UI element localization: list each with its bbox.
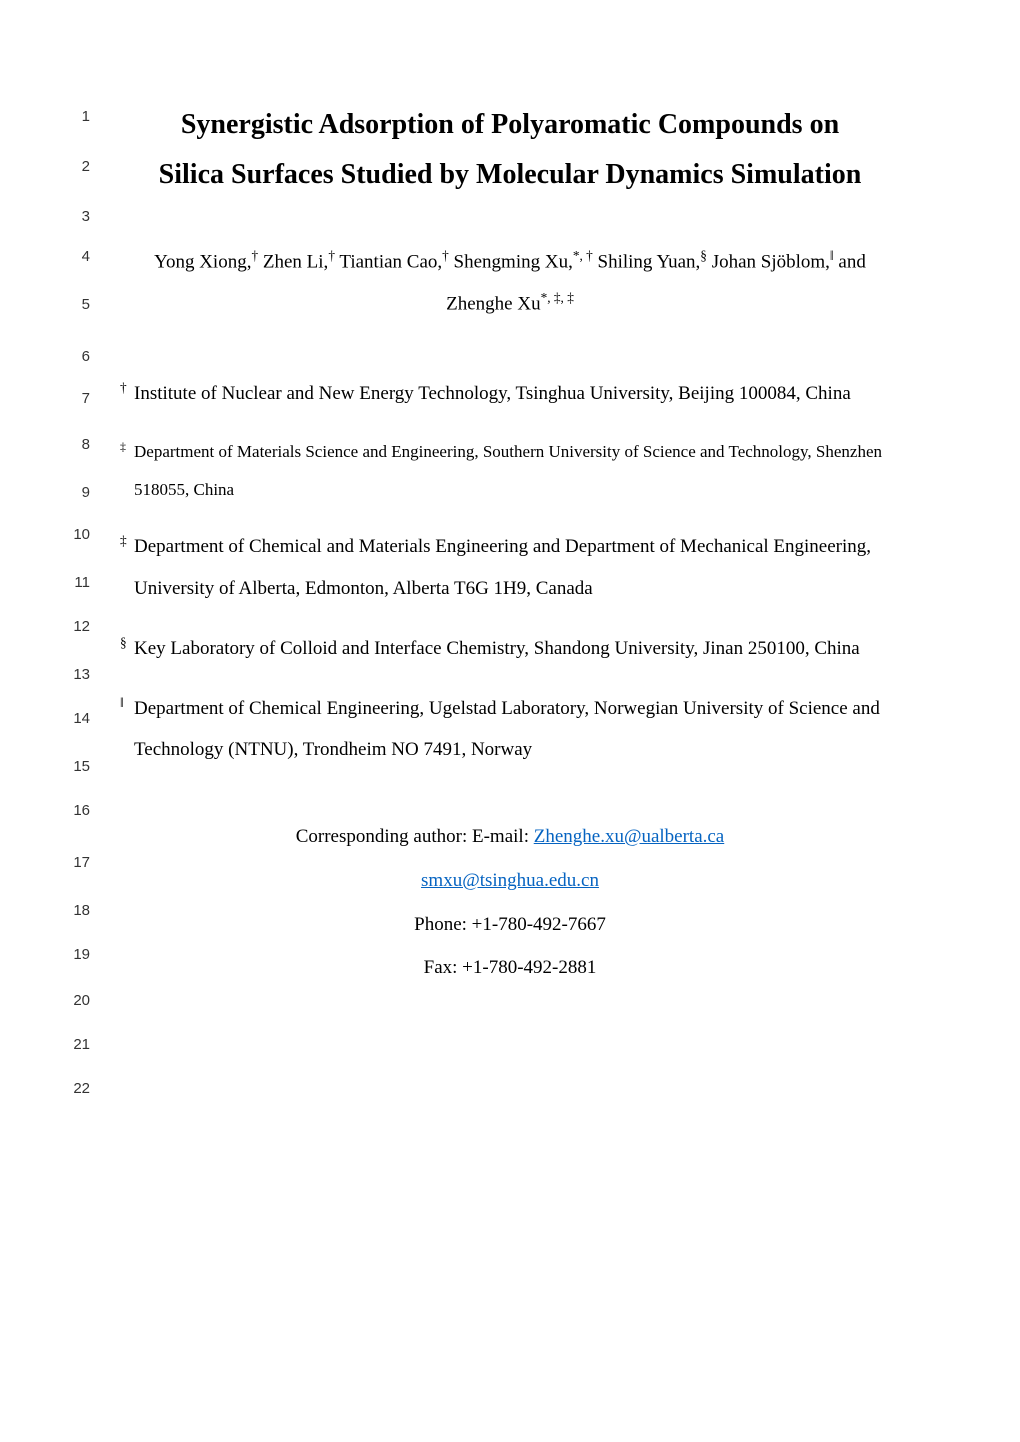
line-number: 4 (60, 248, 90, 265)
spacer (120, 508, 900, 526)
affiliation-text: Department of Materials Science and Engi… (134, 433, 900, 508)
line-number: 19 (60, 946, 90, 963)
affil-marker: § (700, 248, 707, 263)
phone-label: Phone: (414, 914, 472, 935)
affiliation-text: Department of Chemical Engineering, Ugel… (134, 688, 900, 772)
author-name: Yong Xiong, (154, 251, 251, 272)
page-content: Synergistic Adsorption of Polyaromatic C… (120, 100, 900, 990)
line-number: 1 (60, 108, 90, 125)
spacer (120, 670, 900, 688)
affiliation-4: § Key Laboratory of Colloid and Interfac… (120, 628, 900, 670)
affiliation-text: Key Laboratory of Colloid and Interface … (134, 628, 900, 670)
corresponding-block: Corresponding author: E-mail: Zhenghe.xu… (120, 815, 900, 990)
line-number: 14 (60, 710, 90, 727)
line-number: 2 (60, 158, 90, 175)
corresponding-email-2[interactable]: smxu@tsinghua.edu.cn (421, 870, 599, 891)
line-number: 10 (60, 526, 90, 543)
author-list: Yong Xiong,† Zhen Li,† Tiantian Cao,† Sh… (120, 241, 900, 325)
line-number: 5 (60, 296, 90, 313)
title-line-1: Synergistic Adsorption of Polyaromatic C… (181, 109, 839, 140)
affiliation-1: † Institute of Nuclear and New Energy Te… (120, 373, 900, 415)
line-number: 3 (60, 208, 90, 225)
line-number: 22 (60, 1080, 90, 1097)
spacer (120, 610, 900, 628)
spacer (120, 415, 900, 433)
line-number: 6 (60, 348, 90, 365)
affil-marker: † (442, 248, 449, 263)
line-number: 15 (60, 758, 90, 775)
corresponding-label: Corresponding author: E-mail: (296, 826, 534, 847)
author-name: Shiling Yuan, (598, 251, 701, 272)
author-name: Shengming Xu, (454, 251, 573, 272)
affiliation-text: Institute of Nuclear and New Energy Tech… (134, 373, 900, 415)
fax-label: Fax: (424, 957, 463, 978)
author-name: Tiantian Cao, (339, 251, 442, 272)
line-number: 16 (60, 802, 90, 819)
affil-marker: ‡ (120, 533, 127, 548)
affil-marker: *, ‡, ‡ (541, 290, 574, 305)
author-name: Johan Sjöblom, (712, 251, 830, 272)
affil-marker: ‡ (120, 440, 126, 454)
phone-number: +1-780-492-7667 (472, 914, 606, 935)
line-number: 11 (60, 574, 90, 591)
affiliation-5: ǁ Department of Chemical Engineering, Ug… (120, 688, 900, 772)
manuscript-page: 1 2 3 4 5 6 7 8 9 10 11 12 13 14 15 16 1… (0, 0, 1020, 1442)
spacer (120, 325, 900, 373)
line-number: 18 (60, 902, 90, 919)
affil-marker: ǁ (120, 695, 124, 710)
affil-marker: † (120, 380, 127, 395)
affil-marker: *, † (573, 248, 593, 263)
affil-marker: § (120, 635, 127, 650)
paper-title: Synergistic Adsorption of Polyaromatic C… (120, 100, 900, 201)
spacer (120, 771, 900, 815)
affil-marker: † (328, 248, 335, 263)
affiliation-2: ‡ Department of Materials Science and En… (120, 433, 900, 508)
title-line-2: Silica Surfaces Studied by Molecular Dyn… (159, 159, 862, 190)
fax-number: +1-780-492-2881 (462, 957, 596, 978)
line-number: 20 (60, 992, 90, 1009)
author-conjunction: and (834, 251, 866, 272)
author-name: Zhenghe Xu (446, 293, 540, 314)
line-number: 9 (60, 484, 90, 501)
line-number: 8 (60, 436, 90, 453)
line-number: 21 (60, 1036, 90, 1053)
line-number: 13 (60, 666, 90, 683)
author-name: Zhen Li, (263, 251, 328, 272)
line-number: 7 (60, 390, 90, 407)
affiliation-3: ‡ Department of Chemical and Materials E… (120, 526, 900, 610)
line-number: 17 (60, 854, 90, 871)
affiliation-text: Department of Chemical and Materials Eng… (134, 526, 900, 610)
affil-marker: † (251, 248, 258, 263)
line-number: 12 (60, 618, 90, 635)
corresponding-email-1[interactable]: Zhenghe.xu@ualberta.ca (534, 826, 725, 847)
